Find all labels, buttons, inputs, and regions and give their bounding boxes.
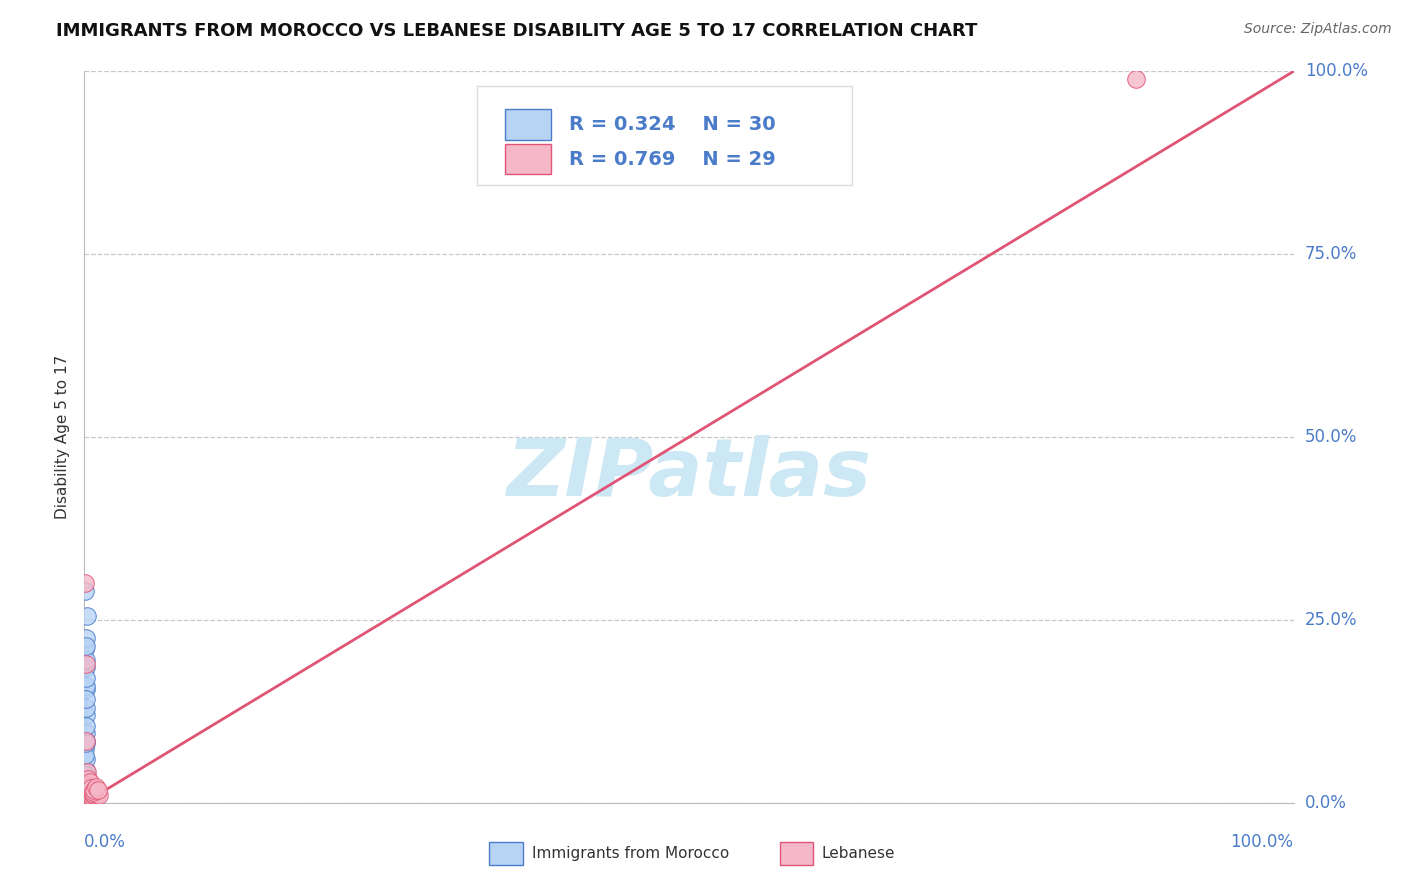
Point [75, 672, 97, 686]
Point [82, 789, 104, 803]
Point [75, 632, 97, 646]
Point [87, 789, 110, 803]
Point [75, 719, 97, 733]
Point [77, 778, 100, 792]
Point [75, 700, 97, 714]
Text: 50.0%: 50.0% [1305, 428, 1357, 446]
Point [77, 780, 100, 794]
Point [75, 763, 97, 777]
Text: 100.0%: 100.0% [1305, 62, 1368, 80]
Point [75, 787, 97, 801]
Text: 25.0%: 25.0% [1305, 611, 1357, 629]
Text: 100.0%: 100.0% [1230, 833, 1294, 851]
Point [76, 609, 98, 624]
Point [75, 653, 97, 667]
Point [79, 787, 101, 801]
Point [80, 781, 103, 796]
Point [75, 583, 97, 598]
Text: IMMIGRANTS FROM MOROCCO VS LEBANESE DISABILITY AGE 5 TO 17 CORRELATION CHART: IMMIGRANTS FROM MOROCCO VS LEBANESE DISA… [56, 22, 977, 40]
Point [75, 752, 97, 766]
Point [75, 708, 97, 723]
FancyBboxPatch shape [489, 841, 523, 865]
Point [75, 736, 97, 750]
Point [84, 780, 107, 794]
Text: 75.0%: 75.0% [1305, 245, 1357, 263]
Point [86, 787, 108, 801]
FancyBboxPatch shape [505, 110, 551, 140]
Point [80, 789, 103, 803]
Point [75, 781, 97, 796]
Point [84, 785, 107, 799]
Point [75, 642, 97, 657]
Point [77, 789, 100, 804]
Point [75, 789, 97, 804]
Y-axis label: Disability Age 5 to 17: Disability Age 5 to 17 [55, 355, 70, 519]
Text: R = 0.324    N = 30: R = 0.324 N = 30 [569, 115, 776, 135]
Point [75, 748, 97, 763]
FancyBboxPatch shape [505, 144, 551, 175]
Point [75, 740, 97, 755]
Text: 0.0%: 0.0% [84, 833, 127, 851]
Point [1125, 71, 1147, 86]
Point [75, 576, 97, 591]
Point [76, 765, 98, 780]
Point [75, 768, 97, 782]
Point [77, 789, 100, 803]
Point [76, 772, 98, 787]
Point [76, 782, 98, 797]
Point [75, 660, 97, 674]
Point [75, 789, 97, 803]
Text: Source: ZipAtlas.com: Source: ZipAtlas.com [1244, 22, 1392, 37]
Point [75, 692, 97, 706]
Point [75, 778, 97, 792]
Point [73, 789, 96, 804]
Text: 0.0%: 0.0% [1305, 794, 1347, 812]
Point [75, 639, 97, 653]
Point [80, 789, 103, 804]
Point [75, 787, 97, 801]
Point [75, 657, 97, 671]
Point [76, 785, 98, 799]
Text: ZIPatlas: ZIPatlas [506, 434, 872, 513]
Text: R = 0.769    N = 29: R = 0.769 N = 29 [569, 150, 776, 169]
Point [75, 792, 97, 806]
Point [75, 789, 97, 803]
Point [75, 733, 97, 747]
Point [75, 785, 97, 799]
Point [79, 775, 101, 789]
FancyBboxPatch shape [478, 86, 852, 185]
Point [75, 785, 97, 799]
Point [87, 782, 110, 797]
Point [75, 682, 97, 697]
Point [82, 787, 104, 801]
Point [82, 785, 104, 799]
Text: Immigrants from Morocco: Immigrants from Morocco [531, 846, 728, 861]
Point [83, 782, 105, 797]
Point [75, 679, 97, 693]
Point [75, 726, 97, 740]
FancyBboxPatch shape [780, 841, 814, 865]
Text: Lebanese: Lebanese [823, 846, 896, 861]
Point [75, 733, 97, 747]
